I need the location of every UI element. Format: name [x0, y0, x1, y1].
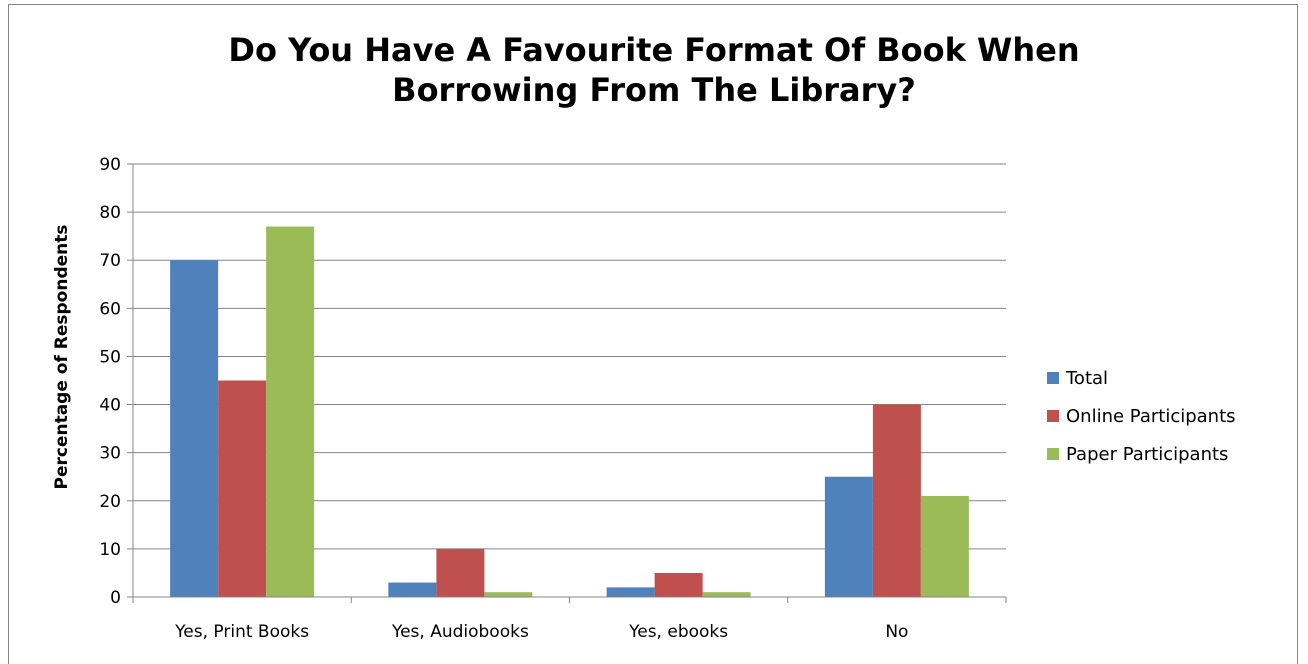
- legend-item-paper-participants: Paper Participants: [1047, 442, 1236, 466]
- bars: [170, 226, 969, 598]
- bar-total: [170, 260, 219, 597]
- x-category-label: No: [885, 622, 908, 642]
- bar-total: [388, 582, 437, 597]
- y-tick-label: 80: [99, 203, 121, 223]
- bar-online-participants: [218, 380, 267, 597]
- legend-label-total: Total: [1066, 367, 1109, 389]
- chart-title-line-2: Borrowing From The Library?: [392, 71, 916, 109]
- bar-paper-participants: [702, 592, 751, 597]
- y-tick-label: 10: [99, 540, 121, 560]
- legend-label-online-participants: Online Participants: [1066, 405, 1236, 427]
- bar-paper-participants: [484, 592, 533, 597]
- chart-title: Do You Have A Favourite Format Of Book W…: [0, 30, 1308, 110]
- legend-swatch-paper-participants: [1047, 448, 1059, 460]
- axes: [132, 164, 1007, 603]
- y-tick-label: 20: [99, 492, 121, 512]
- bar-online-participants: [654, 572, 703, 597]
- legend-item-online-participants: Online Participants: [1047, 404, 1236, 428]
- legend-swatch-total: [1047, 372, 1059, 384]
- x-category-labels: Yes, Print Books Yes, Audiobooks Yes, eboo…: [174, 622, 908, 642]
- y-tick-label: 0: [110, 588, 121, 608]
- y-tick-label: 40: [99, 396, 121, 416]
- bar-total: [824, 476, 873, 597]
- y-tick-label: 50: [99, 347, 121, 367]
- bar-paper-participants: [266, 226, 315, 598]
- y-tick-label: 60: [99, 299, 121, 319]
- bar-online-participants: [872, 404, 921, 597]
- x-category-label: Yes, ebooks: [628, 622, 728, 642]
- legend-swatch-online-participants: [1047, 410, 1059, 422]
- x-category-label: Yes, Print Books: [174, 622, 309, 642]
- y-tick-label: 90: [99, 155, 121, 175]
- bar-total: [606, 587, 655, 597]
- x-category-label: Yes, Audiobooks: [391, 622, 529, 642]
- legend-label-paper-participants: Paper Participants: [1066, 443, 1229, 465]
- legend-item-total: Total: [1047, 366, 1236, 390]
- bar-paper-participants: [920, 495, 969, 597]
- legend: Total Online Participants Paper Particip…: [1047, 366, 1236, 480]
- y-tick-label: 30: [99, 444, 121, 464]
- y-tick-labels: 0 10 20 30 40 50 60 70 80 90: [99, 155, 121, 608]
- chart-title-line-1: Do You Have A Favourite Format Of Book W…: [228, 31, 1080, 69]
- bar-online-participants: [436, 548, 485, 597]
- y-axis-label: Percentage of Respondents: [52, 224, 72, 489]
- y-tick-label: 70: [99, 251, 121, 271]
